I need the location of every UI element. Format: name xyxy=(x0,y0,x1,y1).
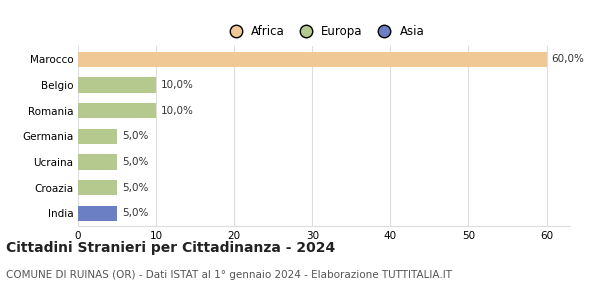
Legend: Africa, Europa, Asia: Africa, Europa, Asia xyxy=(219,20,429,42)
Bar xyxy=(78,52,547,67)
Text: 5,0%: 5,0% xyxy=(122,157,148,167)
Bar xyxy=(78,206,117,221)
Bar xyxy=(78,103,156,118)
Bar xyxy=(78,154,117,170)
Text: COMUNE DI RUINAS (OR) - Dati ISTAT al 1° gennaio 2024 - Elaborazione TUTTITALIA.: COMUNE DI RUINAS (OR) - Dati ISTAT al 1°… xyxy=(6,270,452,280)
Text: 5,0%: 5,0% xyxy=(122,183,148,193)
Text: 60,0%: 60,0% xyxy=(551,54,584,64)
Text: 10,0%: 10,0% xyxy=(161,106,194,116)
Text: 5,0%: 5,0% xyxy=(122,208,148,218)
Text: Cittadini Stranieri per Cittadinanza - 2024: Cittadini Stranieri per Cittadinanza - 2… xyxy=(6,241,335,255)
Bar xyxy=(78,180,117,195)
Bar xyxy=(78,128,117,144)
Text: 5,0%: 5,0% xyxy=(122,131,148,141)
Text: 10,0%: 10,0% xyxy=(161,80,194,90)
Bar xyxy=(78,77,156,93)
